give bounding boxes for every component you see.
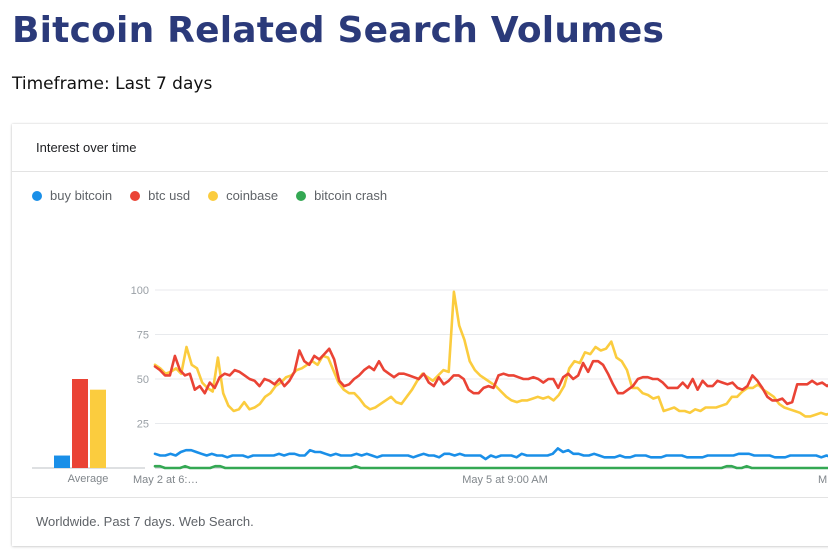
average-bar-buy-bitcoin (54, 455, 70, 468)
average-bar-coinbase (90, 389, 106, 468)
legend-label: bitcoin crash (314, 188, 388, 203)
card-title: Interest over time (36, 140, 137, 155)
x-tick-label: May 5 at 9:00 AM (462, 474, 548, 486)
page-title: Bitcoin Related Search Volumes (12, 10, 665, 51)
series-line-btc-usd (153, 347, 828, 406)
y-tick-label: 25 (137, 419, 149, 431)
chart-legend: buy bitcoin btc usd coinbase bitcoin cra… (32, 188, 387, 203)
series-line-coinbase (153, 290, 828, 418)
series-line-bitcoin-crash (153, 464, 828, 470)
legend-dot-icon (208, 190, 219, 201)
legend-item-bitcoin-crash[interactable]: bitcoin crash (296, 188, 387, 203)
legend-item-buy-bitcoin[interactable]: buy bitcoin (32, 188, 112, 203)
legend-item-btc-usd[interactable]: btc usd (130, 188, 190, 203)
x-tick-label: May 2 at 6:… (133, 474, 198, 486)
legend-dot-icon (32, 190, 42, 201)
legend-dot-icon (130, 190, 141, 201)
y-tick-label: 50 (137, 374, 149, 386)
average-label: Average (68, 473, 109, 485)
interest-chart[interactable]: 25 50 75 100 Average May 2 at 6:… May 5 at 9:0… (12, 124, 828, 498)
legend-item-coinbase[interactable]: coinbase (208, 188, 278, 203)
footer-text: Worldwide. Past 7 days. Web Search. (36, 514, 254, 529)
series-line-buy-bitcoin (153, 447, 828, 461)
interest-over-time-card: Interest over time buy bitcoin btc usd c… (12, 124, 828, 546)
timeframe-label: Timeframe: Last 7 days (12, 74, 213, 94)
y-tick-label: 75 (137, 330, 149, 342)
legend-label: coinbase (226, 188, 279, 203)
y-tick-label: 100 (131, 285, 149, 297)
average-bar-btc-usd (72, 379, 88, 468)
x-tick-label: M (818, 474, 827, 486)
legend-label: btc usd (148, 188, 191, 203)
legend-dot-icon (296, 190, 307, 201)
legend-label: buy bitcoin (50, 188, 113, 203)
card-footer: Worldwide. Past 7 days. Web Search. (12, 497, 828, 546)
card-header: Interest over time (12, 124, 828, 172)
